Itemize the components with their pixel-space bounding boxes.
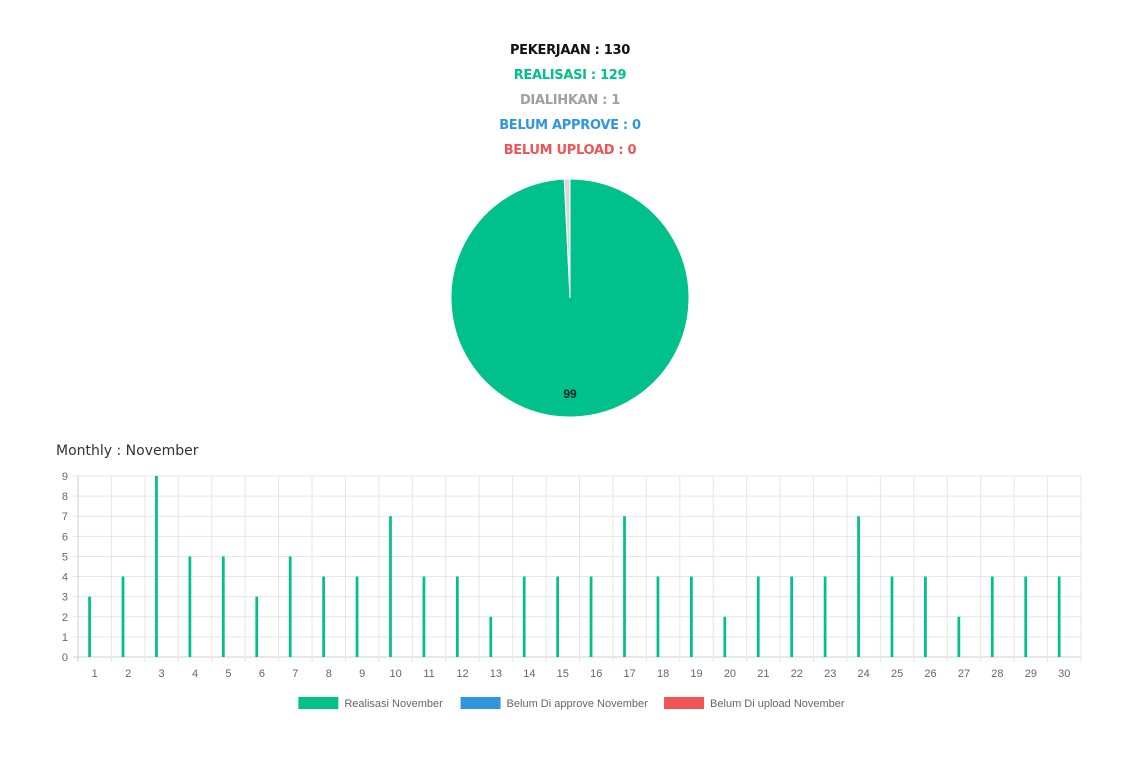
bar-realisasi-23[interactable] (823, 576, 827, 657)
bar-realisasi-4[interactable] (188, 556, 192, 657)
y-tick-label: 2 (62, 612, 68, 624)
x-tick-label: 12 (456, 668, 468, 680)
x-tick-label: 20 (724, 668, 736, 680)
bar-realisasi-21[interactable] (756, 576, 760, 657)
x-tick-label: 14 (523, 668, 535, 680)
x-tick-label: 10 (389, 668, 401, 680)
bar-realisasi-14[interactable] (522, 576, 526, 657)
x-tick-label: 23 (824, 668, 836, 680)
bar-realisasi-13[interactable] (489, 616, 493, 657)
legend-swatch[interactable] (298, 697, 339, 709)
bar-realisasi-26[interactable] (924, 576, 927, 657)
legend-swatch[interactable] (460, 697, 501, 709)
bar-realisasi-20[interactable] (723, 616, 727, 657)
bar-realisasi-5[interactable] (221, 556, 225, 657)
bar-realisasi-22[interactable] (790, 576, 794, 657)
bar-realisasi-15[interactable] (556, 576, 560, 657)
bar-realisasi-7[interactable] (288, 556, 292, 657)
x-tick-label: 2 (125, 668, 131, 680)
x-tick-label: 5 (225, 668, 231, 680)
bar-realisasi-6[interactable] (255, 596, 259, 657)
pie-data-label: 99 (563, 387, 577, 401)
x-tick-label: 4 (192, 668, 198, 680)
x-tick-label: 11 (423, 668, 434, 680)
legend-label[interactable]: Belum Di upload November (710, 698, 845, 710)
y-tick-label: 3 (62, 592, 68, 604)
y-tick-label: 5 (62, 551, 68, 563)
bar-realisasi-28[interactable] (990, 576, 994, 657)
pekerjaan-total: PEKERJAAN : 130 (509, 43, 631, 58)
bar-realisasi-2[interactable] (121, 576, 125, 657)
bar-realisasi-27[interactable] (957, 616, 961, 657)
bar-realisasi-25[interactable] (890, 576, 894, 657)
bar-realisasi-12[interactable] (455, 576, 459, 657)
x-tick-label: 16 (590, 668, 602, 680)
bar-realisasi-8[interactable] (322, 576, 325, 657)
monthly-title: Monthly : November (56, 443, 199, 459)
bar-realisasi-29[interactable] (1024, 576, 1028, 657)
bar-realisasi-19[interactable] (690, 576, 693, 657)
x-tick-label: 8 (326, 668, 332, 680)
belum-upload-total: BELUM UPLOAD : 0 (503, 143, 637, 158)
bar-realisasi-16[interactable] (589, 576, 593, 657)
bar-realisasi-10[interactable] (389, 516, 392, 657)
bar-realisasi-11[interactable] (422, 576, 426, 657)
x-tick-label: 21 (757, 668, 769, 680)
bar-realisasi-17[interactable] (623, 516, 626, 657)
bar-realisasi-30[interactable] (1057, 576, 1061, 657)
x-tick-label: 30 (1058, 668, 1070, 680)
legend-swatch[interactable] (664, 697, 705, 709)
x-tick-label: 19 (690, 668, 702, 680)
x-tick-label: 22 (791, 668, 803, 680)
x-tick-label: 3 (159, 668, 165, 680)
bar-realisasi-24[interactable] (857, 516, 860, 657)
y-tick-label: 9 (62, 471, 68, 483)
pie-chart-svg: 99 (450, 178, 690, 418)
x-tick-label: 7 (292, 668, 298, 680)
belum-approve-total: BELUM APPROVE : 0 (499, 118, 641, 133)
x-tick-label: 29 (1025, 668, 1037, 680)
y-tick-label: 4 (62, 572, 68, 584)
bar-realisasi-3[interactable] (155, 476, 158, 657)
bar-realisasi-18[interactable] (656, 576, 660, 657)
bar-chart[interactable]: 0 1 2 3 4 5 6 7 8 9 1 2 3 4 5 6 7 8 9 10 11 12 13 14 15 16 17 18 19 2… (40, 466, 1100, 716)
x-tick-label: 1 (92, 668, 98, 680)
bar-realisasi-9[interactable] (355, 576, 359, 657)
legend-label[interactable]: Realisasi November (344, 698, 443, 710)
x-tick-label: 18 (657, 668, 669, 680)
x-tick-label: 28 (991, 668, 1003, 680)
y-tick-label: 6 (62, 531, 68, 543)
dialihkan-total: DIALIHKAN : 1 (519, 93, 621, 108)
pie-chart[interactable]: 99 (440, 168, 700, 428)
summary-block: PEKERJAAN : 130 REALISASI : 129 DIALIHKA… (0, 42, 1140, 167)
x-tick-label: 27 (958, 668, 970, 680)
pie-slice-dialihkan[interactable] (563, 178, 571, 299)
y-tick-label: 0 (62, 652, 68, 664)
y-tick-label: 8 (62, 491, 68, 503)
x-tick-label: 24 (858, 668, 870, 680)
realisasi-total: REALISASI : 129 (513, 68, 627, 83)
legend-label[interactable]: Belum Di approve November (507, 698, 649, 710)
x-tick-label: 26 (924, 668, 936, 680)
x-tick-label: 25 (891, 668, 903, 680)
x-tick-label: 13 (490, 668, 502, 680)
y-tick-label: 1 (62, 632, 68, 644)
x-tick-label: 17 (624, 668, 636, 680)
x-tick-label: 15 (557, 668, 569, 680)
y-tick-label: 7 (62, 511, 68, 523)
bar-realisasi-1[interactable] (88, 596, 91, 657)
x-tick-label: 9 (359, 668, 365, 680)
x-tick-label: 6 (259, 668, 265, 680)
